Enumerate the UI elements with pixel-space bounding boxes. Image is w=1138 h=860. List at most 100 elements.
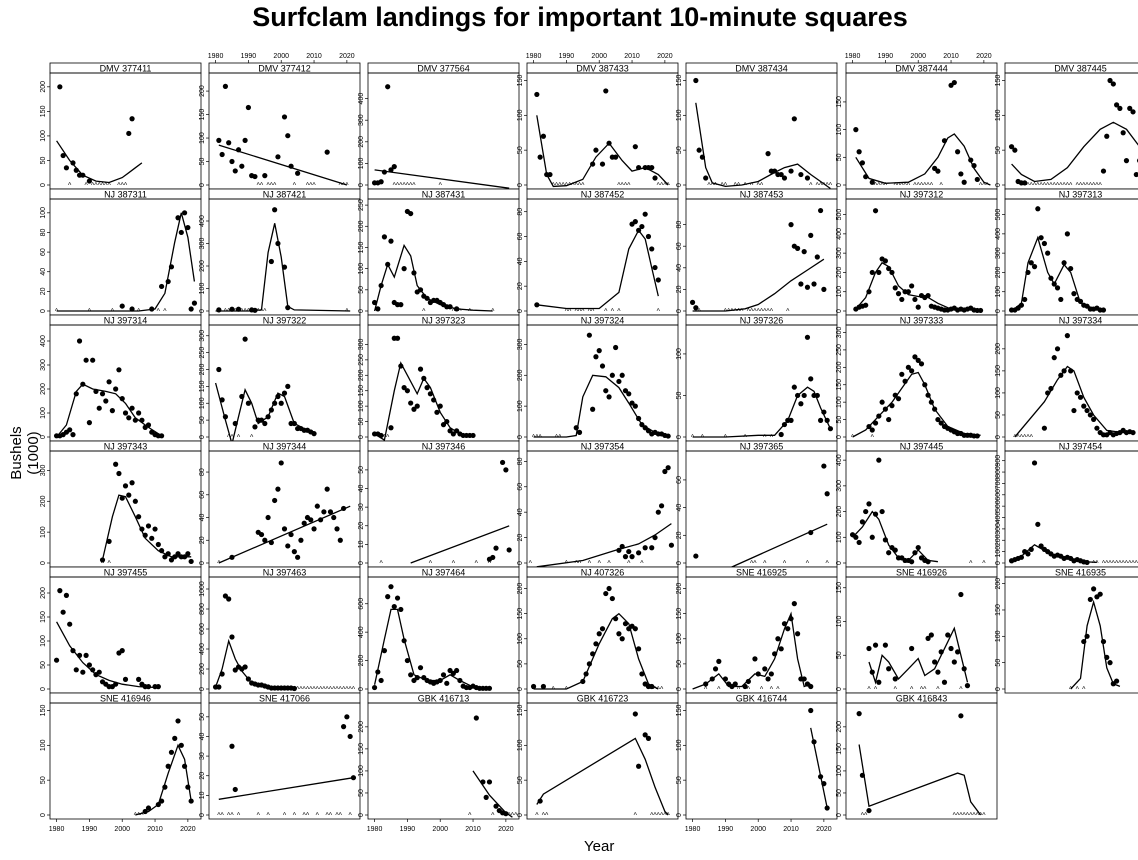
data-point bbox=[925, 559, 931, 565]
data-point bbox=[340, 505, 347, 512]
data-point bbox=[281, 114, 288, 120]
fit-line bbox=[536, 229, 659, 310]
data-point bbox=[886, 265, 892, 272]
data-point bbox=[642, 545, 648, 551]
data-point bbox=[935, 168, 941, 174]
data-point bbox=[275, 240, 281, 247]
panel-title: NJ 397322 bbox=[263, 316, 307, 326]
data-point bbox=[129, 480, 135, 486]
censored-marker: ^ bbox=[819, 183, 823, 190]
censored-marker: ^ bbox=[917, 183, 921, 190]
y-tick-label: 0 bbox=[995, 435, 1002, 439]
censored-marker: ^ bbox=[514, 813, 518, 820]
censored-marker: ^ bbox=[227, 813, 231, 820]
data-point bbox=[398, 363, 404, 369]
y-tick-label: 10 bbox=[358, 540, 365, 548]
censored-marker: ^ bbox=[224, 309, 228, 316]
data-point bbox=[375, 669, 381, 675]
data-point bbox=[232, 786, 238, 793]
censored-marker: ^ bbox=[604, 309, 608, 316]
censored-marker: ^ bbox=[617, 183, 621, 190]
data-point bbox=[573, 425, 579, 431]
x-tick-label: 1980 bbox=[526, 53, 542, 60]
y-tick-label: 100 bbox=[517, 400, 524, 412]
y-tick-label: 0 bbox=[517, 183, 524, 187]
y-tick-label: 0 bbox=[358, 561, 365, 565]
panel-frame bbox=[845, 72, 998, 190]
y-axis-ticks: 0 100 200 300 400 bbox=[358, 93, 368, 187]
panel-frame bbox=[845, 324, 998, 442]
data-point bbox=[821, 409, 827, 415]
data-point bbox=[188, 798, 194, 804]
y-tick-label: 50 bbox=[199, 713, 206, 721]
data-point bbox=[866, 289, 872, 295]
data-point bbox=[665, 465, 671, 471]
data-point bbox=[245, 104, 251, 111]
censored-marker: ^ bbox=[342, 183, 346, 190]
data-point bbox=[879, 508, 885, 515]
y-axis-ticks: 0 20 40 60 80 bbox=[676, 221, 686, 313]
y-tick-label: 150 bbox=[199, 109, 206, 121]
y-tick-label: 0 bbox=[517, 309, 524, 313]
data-point bbox=[262, 173, 268, 179]
censored-marker: ^ bbox=[730, 309, 734, 316]
data-point bbox=[106, 538, 112, 545]
censored-marker: ^ bbox=[538, 435, 542, 442]
data-point bbox=[655, 277, 661, 283]
censored-marker: ^ bbox=[704, 687, 708, 694]
data-point bbox=[1045, 250, 1051, 256]
censored-marker: ^ bbox=[660, 813, 664, 820]
data-point bbox=[486, 685, 493, 691]
data-point bbox=[1054, 285, 1061, 291]
y-tick-label: 200 bbox=[199, 663, 206, 675]
data-point bbox=[629, 400, 635, 406]
y-tick-label: 0 bbox=[995, 309, 1002, 313]
data-point bbox=[821, 286, 827, 292]
data-point bbox=[219, 151, 225, 158]
y-tick-label: 300 bbox=[517, 338, 524, 350]
data-point bbox=[229, 554, 235, 560]
y-tick-label: 200 bbox=[199, 364, 206, 376]
fit-line bbox=[218, 777, 354, 800]
data-point bbox=[285, 543, 291, 549]
x-tick-label: 2010 bbox=[783, 826, 799, 833]
y-tick-label: 100 bbox=[836, 531, 843, 543]
data-point bbox=[337, 537, 343, 543]
censored-marker: ^ bbox=[568, 183, 572, 190]
censored-marker: ^ bbox=[734, 183, 738, 190]
data-point bbox=[639, 671, 645, 677]
data-point bbox=[122, 410, 129, 416]
y-tick-label: 400 bbox=[358, 93, 365, 105]
censored-marker: ^ bbox=[104, 183, 108, 190]
censored-marker: ^ bbox=[707, 183, 711, 190]
censored-marker: ^ bbox=[1102, 561, 1106, 568]
data-point bbox=[417, 287, 424, 293]
censored-marker: ^ bbox=[724, 435, 728, 442]
censored-marker: ^ bbox=[98, 183, 102, 190]
censored-marker: ^ bbox=[399, 183, 403, 190]
data-point bbox=[603, 88, 609, 94]
data-point bbox=[411, 406, 417, 412]
y-tick-label: 500 bbox=[836, 209, 843, 221]
y-tick-label: 60 bbox=[199, 491, 206, 499]
y-tick-label: 200 bbox=[358, 721, 365, 733]
y-tick-label: 100 bbox=[40, 130, 47, 142]
data-point bbox=[882, 406, 888, 412]
censored-marker: ^ bbox=[621, 183, 625, 190]
y-tick-label: 80 bbox=[517, 208, 524, 216]
data-point bbox=[1028, 546, 1034, 552]
panel-title: NJ 387421 bbox=[263, 190, 307, 200]
data-point bbox=[216, 366, 222, 373]
panel-title: NJ 387311 bbox=[104, 190, 147, 200]
data-point bbox=[424, 295, 430, 301]
y-tick-label: 200 bbox=[517, 369, 524, 381]
censored-marker: ^ bbox=[319, 687, 323, 694]
y-tick-label: 50 bbox=[995, 659, 1002, 667]
y-tick-label: 300 bbox=[199, 238, 206, 250]
data-point bbox=[181, 210, 188, 216]
data-point bbox=[239, 163, 245, 169]
data-point bbox=[603, 388, 609, 394]
data-point bbox=[909, 559, 915, 565]
y-tick-label: 200 bbox=[358, 136, 365, 148]
panel-title: NJ 387453 bbox=[740, 190, 784, 200]
